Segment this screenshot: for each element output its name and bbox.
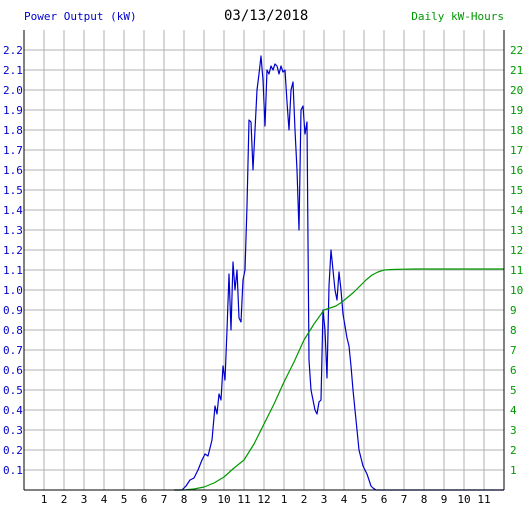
right-tick-label: 17: [510, 144, 523, 157]
x-tick-label: 7: [401, 493, 408, 506]
left-tick-label: 0.8: [3, 324, 23, 337]
grid: [24, 30, 504, 490]
x-tick-label: 4: [341, 493, 348, 506]
daily-kwh-series: [174, 268, 504, 491]
right-tick-label: 14: [510, 204, 524, 217]
x-tick-label: 11: [237, 493, 250, 506]
x-tick-label: 10: [217, 493, 230, 506]
series-group: [174, 55, 504, 491]
right-tick-label: 11: [510, 264, 523, 277]
right-tick-label: 22: [510, 44, 523, 57]
left-tick-label: 2.1: [3, 64, 23, 77]
left-tick-label: 0.1: [3, 464, 23, 477]
right-tick-label: 12: [510, 244, 523, 257]
x-tick-label: 11: [477, 493, 490, 506]
axes: [23, 30, 505, 491]
left-tick-label: 0.3: [3, 424, 23, 437]
x-tick-labels: 1 2 3 4 5 6 7 8 9 10 11 12 1 2 3 4 5 6 7 8 9 10 11: [41, 493, 491, 506]
x-tick-label: 3: [321, 493, 328, 506]
right-tick-label: 1: [510, 464, 517, 477]
x-tick-label: 12: [257, 493, 270, 506]
x-tick-label: 10: [457, 493, 470, 506]
right-tick-label: 16: [510, 164, 523, 177]
right-tick-label: 7: [510, 344, 517, 357]
x-tick-label: 6: [141, 493, 148, 506]
left-tick-label: 0.5: [3, 384, 23, 397]
chart-date: 03/13/2018: [224, 8, 309, 24]
left-tick-label: 1.6: [3, 164, 23, 177]
x-tick-label: 5: [361, 493, 368, 506]
right-tick-label: 21: [510, 64, 523, 77]
left-tick-label: 2.0: [3, 84, 23, 97]
x-tick-label: 3: [81, 493, 88, 506]
left-tick-labels: 0.1 0.2 0.3 0.4 0.5 0.6 0.7 0.8 0.9 1.0 1.1 1.2 1.3 1…: [3, 44, 23, 477]
x-tick-label: 2: [301, 493, 308, 506]
right-tick-label: 15: [510, 184, 523, 197]
x-tick-label: 1: [281, 493, 288, 506]
right-tick-label: 4: [510, 404, 517, 417]
left-tick-label: 1.8: [3, 124, 23, 137]
left-tick-label: 1.4: [3, 204, 23, 217]
x-tick-label: 5: [121, 493, 128, 506]
left-tick-label: 0.9: [3, 304, 23, 317]
right-tick-label: 13: [510, 224, 523, 237]
right-axis-title: Daily kW-Hours: [411, 10, 504, 23]
left-axis-title: Power Output (kW): [24, 10, 137, 23]
x-tick-label: 2: [61, 493, 68, 506]
right-tick-label: 3: [510, 424, 517, 437]
left-tick-label: 0.6: [3, 364, 23, 377]
right-tick-label: 9: [510, 304, 517, 317]
left-tick-label: 1.9: [3, 104, 23, 117]
left-tick-label: 0.7: [3, 344, 23, 357]
x-tick-label: 9: [201, 493, 208, 506]
x-tick-label: 9: [441, 493, 448, 506]
left-tick-label: 0.2: [3, 444, 23, 457]
right-tick-label: 6: [510, 364, 517, 377]
right-tick-label: 2: [510, 444, 517, 457]
x-tick-label: 4: [101, 493, 108, 506]
right-tick-label: 8: [510, 324, 517, 337]
left-tick-label: 0.4: [3, 404, 23, 417]
power-output-series: [174, 55, 504, 491]
left-tick-label: 1.0: [3, 284, 23, 297]
right-tick-label: 20: [510, 84, 523, 97]
left-tick-label: 1.3: [3, 224, 23, 237]
x-tick-label: 1: [41, 493, 48, 506]
left-tick-label: 2.2: [3, 44, 23, 57]
x-tick-label: 8: [181, 493, 188, 506]
left-tick-label: 1.7: [3, 144, 23, 157]
left-tick-label: 1.5: [3, 184, 23, 197]
x-tick-label: 8: [421, 493, 428, 506]
left-tick-label: 1.2: [3, 244, 23, 257]
right-tick-label: 19: [510, 104, 523, 117]
x-tick-label: 7: [161, 493, 168, 506]
x-tick-label: 6: [381, 493, 388, 506]
left-tick-label: 1.1: [3, 264, 23, 277]
right-tick-label: 10: [510, 284, 523, 297]
right-tick-label: 18: [510, 124, 523, 137]
right-tick-label: 5: [510, 384, 517, 397]
